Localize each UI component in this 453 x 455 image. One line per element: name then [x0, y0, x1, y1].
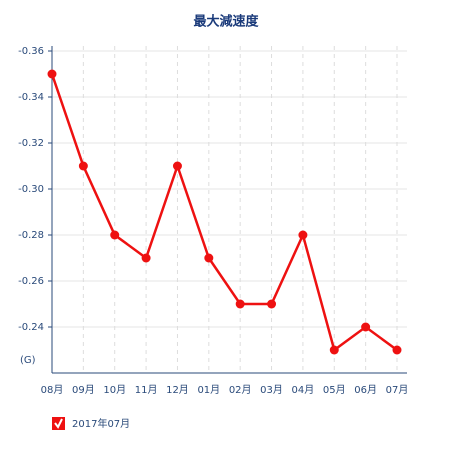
x-tick-label: 10月: [103, 384, 126, 396]
series-line: [50, 73, 398, 353]
x-tick-label: 12月: [166, 384, 189, 396]
x-tick-label: 11月: [135, 384, 158, 396]
y-tick-label: -0.32: [18, 138, 44, 149]
x-tick-label: 01月: [197, 384, 220, 396]
x-tick-label: 08月: [41, 384, 64, 396]
point: [361, 322, 371, 332]
point: [204, 253, 214, 263]
legend-label: 2017年07月: [72, 417, 130, 430]
x-tick-label: 03月: [260, 384, 283, 396]
y-tick-label: -0.30: [18, 184, 44, 195]
x-tick-label: 04月: [292, 384, 315, 396]
point: [110, 230, 120, 240]
point: [329, 345, 339, 355]
x-tick-label: 02月: [229, 384, 252, 396]
y-tick-label: -0.28: [18, 230, 44, 241]
x-tick-label: 07月: [386, 384, 409, 396]
y-unit-label: (G): [20, 355, 36, 366]
y-tick-label: -0.24: [18, 322, 44, 333]
point: [392, 345, 402, 355]
point: [78, 161, 88, 171]
y-tick-label: -0.26: [18, 276, 44, 287]
point: [267, 299, 277, 309]
point: [47, 69, 57, 79]
y-tick-label: -0.34: [18, 92, 44, 103]
x-tick-label: 05月: [323, 384, 346, 396]
chart-title: 最大減速度: [193, 14, 259, 30]
point: [235, 299, 245, 309]
legend-check: [54, 418, 63, 429]
x-tick-label: 09月: [72, 384, 95, 396]
point: [141, 253, 151, 263]
x-tick-label: 06月: [354, 384, 377, 396]
point: [298, 230, 308, 240]
y-tick-label: -0.36: [18, 46, 44, 57]
legend[interactable]: [52, 417, 65, 430]
point: [172, 161, 182, 171]
